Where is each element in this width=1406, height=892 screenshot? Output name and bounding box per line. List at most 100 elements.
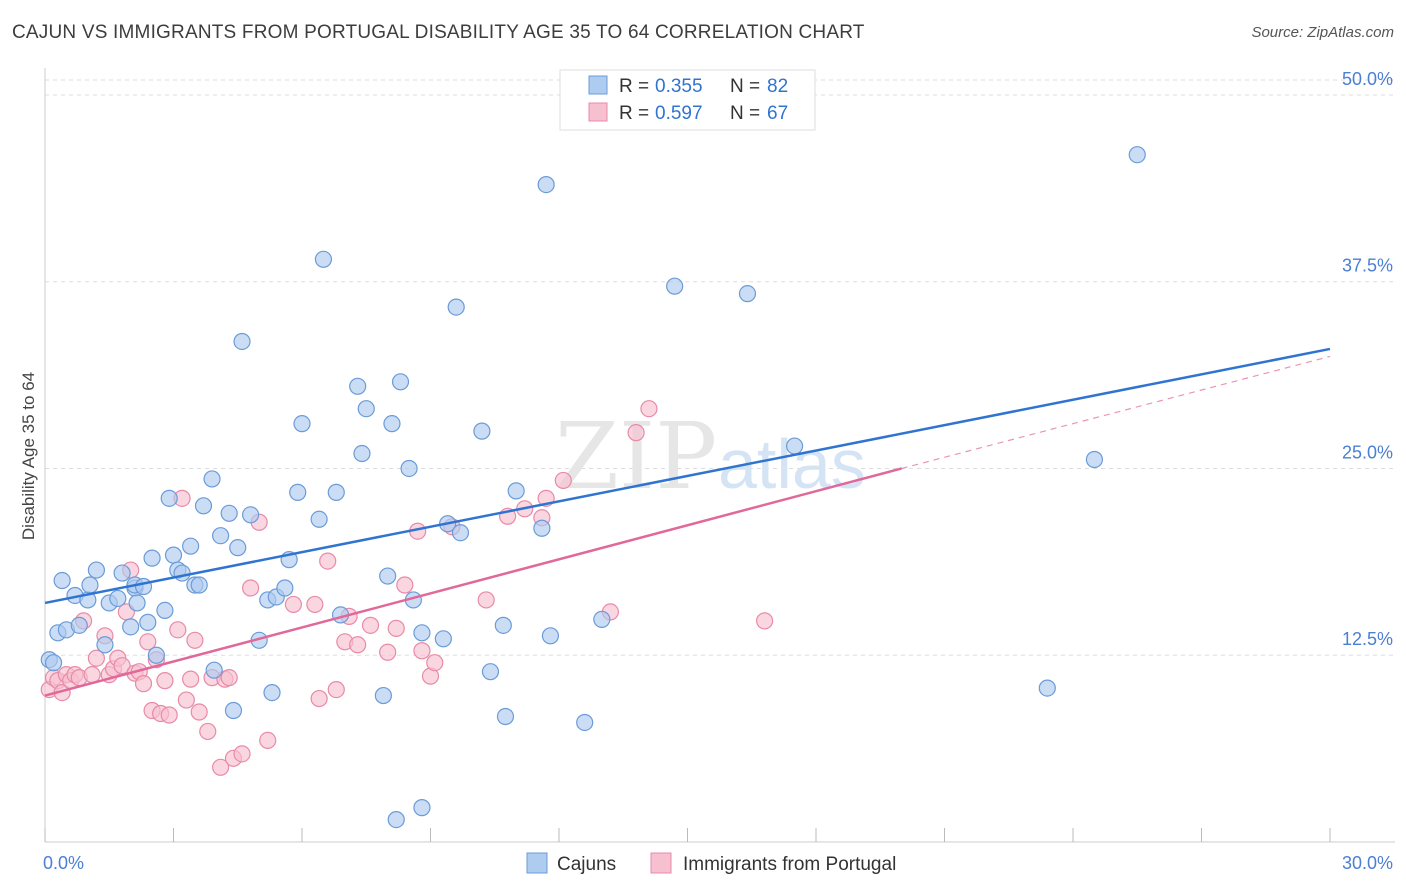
cajun-point [205, 661, 223, 679]
legend-swatch-portugal [588, 102, 608, 122]
y-tick-label: 37.5% [1342, 256, 1393, 276]
trend-lines [44, 347, 1331, 697]
legend-n-value-2: 67 [767, 103, 788, 124]
cajun-point [220, 504, 238, 522]
cajun-point [576, 713, 594, 732]
bottom-legend-swatch-portugal [650, 852, 672, 874]
portugal-point [87, 649, 106, 667]
cajun-point [481, 663, 500, 681]
portugal-point [387, 619, 405, 637]
cajun-point [353, 444, 371, 463]
x-tick-label: 0.0% [43, 853, 84, 873]
portugal-point [186, 631, 204, 649]
bottom-legend-portugal: Immigrants from Portugal [683, 854, 896, 875]
portugal-point [139, 633, 157, 651]
cajun-point [387, 810, 405, 829]
cajun-point [233, 332, 251, 351]
cajuns-trend-line [44, 347, 1331, 605]
cajun-point [541, 627, 560, 645]
cajun-point [289, 483, 307, 501]
cajun-point [400, 459, 418, 478]
cajun-point [666, 277, 684, 295]
cajun-point [164, 546, 183, 564]
cajun-point [310, 510, 328, 528]
y-axis-label: Disability Age 35 to 64 [19, 372, 38, 540]
cajun-point [96, 636, 114, 654]
portugal-point [627, 424, 645, 442]
legend-r-value-1: 0.355 [655, 76, 703, 97]
y-tick-label: 12.5% [1342, 629, 1393, 649]
cajun-point [229, 539, 247, 557]
portugal-point [83, 666, 101, 684]
portugal-point [134, 675, 153, 693]
portugal-point [361, 616, 380, 634]
watermark-zip: ZIP [555, 403, 717, 510]
chart-title: CAJUN VS IMMIGRANTS FROM PORTUGAL DISABI… [12, 22, 865, 43]
cajun-point [139, 613, 157, 631]
cajun-point [143, 549, 161, 567]
cajun-point [194, 497, 213, 515]
portugal-point [190, 703, 208, 721]
portugal-point [182, 670, 200, 688]
cajun-point [190, 576, 208, 594]
cajun-point [593, 610, 611, 628]
portugal-point [242, 579, 260, 597]
portugal-point [426, 654, 444, 672]
series-legend: Cajuns Immigrants from Portugal [526, 852, 896, 875]
portugal-point [306, 595, 324, 614]
tick-labels: 12.5% 25.0% 37.5% 50.0% 0.0% 30.0% [43, 69, 1393, 873]
portugal-point [284, 595, 303, 614]
bottom-legend-swatch-cajuns [526, 852, 548, 874]
cajun-point [379, 567, 397, 585]
portugal-point [755, 612, 774, 630]
cajun-point [173, 564, 191, 582]
portugal-point [349, 636, 367, 654]
legend-n-label-2: N = [730, 103, 760, 124]
cajun-point [327, 483, 345, 501]
cajun-point [314, 250, 333, 268]
cajun-point [70, 616, 88, 634]
cajun-point [203, 470, 221, 488]
legend-swatch-cajuns [588, 75, 608, 95]
portugal-point [327, 680, 345, 699]
cajun-point [293, 415, 311, 433]
cajun-point [113, 564, 131, 582]
portugal-point [554, 471, 572, 490]
cajun-point [160, 489, 178, 507]
cajun-point [81, 576, 99, 594]
cajun-point [383, 415, 401, 433]
portugal-point [379, 643, 397, 661]
portugal-point [319, 552, 337, 570]
portugal-point [199, 722, 217, 741]
cajun-point [1085, 450, 1104, 469]
y-tick-label: 25.0% [1342, 442, 1393, 462]
cajun-point [53, 571, 71, 590]
cajun-point [357, 400, 375, 418]
portugal-point [640, 400, 658, 418]
portugal-point [310, 689, 328, 708]
cajun-point [738, 285, 757, 303]
cajun-point [182, 537, 200, 555]
cajun-point [434, 630, 452, 648]
cajun-point [122, 618, 140, 636]
cajun-point [1128, 146, 1146, 164]
cajun-point [413, 799, 431, 817]
cajun-point [374, 686, 392, 705]
cajun-point [451, 524, 470, 542]
bottom-legend-cajuns: Cajuns [557, 854, 616, 875]
cajun-point [1038, 679, 1056, 697]
legend-r-value-2: 0.597 [655, 103, 703, 124]
cajun-point [87, 561, 106, 579]
x-tick-label: 30.0% [1342, 853, 1393, 873]
portugal-point [156, 672, 174, 690]
cajun-point [44, 654, 63, 672]
cajun-point [785, 437, 804, 455]
grid-lines [45, 79, 1395, 656]
cajun-point [413, 624, 431, 642]
cajun-point [537, 175, 555, 194]
cajun-point [156, 601, 174, 620]
portugal-trend-line [44, 467, 902, 697]
cajun-point [109, 589, 127, 608]
cajun-point [496, 707, 515, 726]
